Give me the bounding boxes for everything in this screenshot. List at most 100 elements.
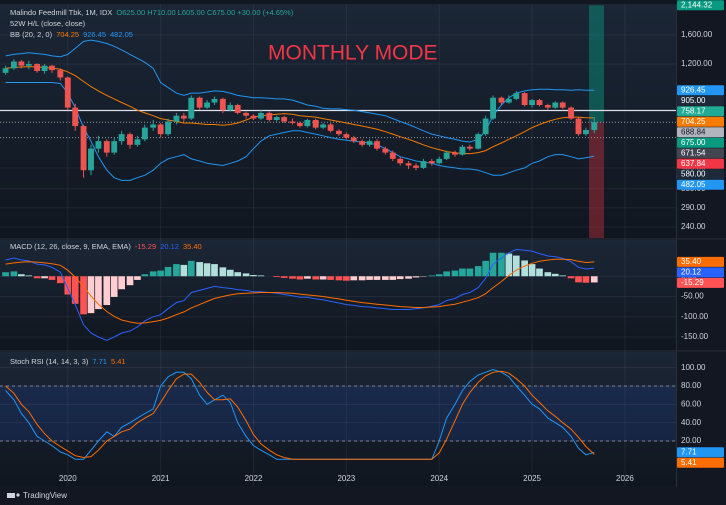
price-badge (677, 106, 724, 117)
chart-subtitle: 52W H/L (close, close) (10, 19, 86, 28)
histogram-bar (373, 276, 381, 280)
price-badge (677, 179, 724, 190)
candle-body (165, 121, 171, 135)
candle-body (389, 152, 396, 159)
candle-body (513, 93, 520, 99)
y-tick-label: -150.00 (681, 332, 709, 341)
candle-body (227, 105, 234, 111)
legend-value: 482.05 (110, 30, 133, 39)
price-badge-label: 580.00 (681, 169, 706, 178)
candle-body (350, 137, 357, 142)
x-tick-label: 2021 (152, 474, 170, 483)
histogram-bar (41, 276, 48, 279)
legend-value: 35.40 (183, 242, 202, 251)
y-tick-label: 40.00 (681, 418, 702, 427)
histogram-bar (567, 276, 575, 279)
candle-body (374, 141, 380, 149)
histogram-bar (505, 253, 513, 277)
price-badge (677, 95, 724, 106)
y-tick-label: 80.00 (681, 381, 702, 390)
legend-value: -15.29 (135, 242, 156, 251)
price-badge-label: 637.84 (681, 159, 706, 168)
histogram-bar (196, 262, 203, 277)
candle-body (34, 64, 41, 71)
indicator-title: Stoch RSI (14, 14, 3, 3) (10, 357, 89, 366)
y-tick-label: -50.00 (681, 292, 704, 301)
candle-body (568, 107, 574, 119)
price-badge (677, 127, 724, 138)
candle-body (428, 161, 435, 164)
candle-body (180, 115, 187, 119)
price-badge-label: 688.84 (681, 127, 706, 136)
histogram-bar (466, 268, 474, 277)
histogram-bar (18, 274, 25, 277)
legend-value: 5.41 (111, 357, 126, 366)
candle-body (258, 112, 264, 119)
histogram-bar (512, 255, 520, 277)
price-badge (677, 137, 724, 148)
candle-body (490, 97, 496, 119)
price-badge-label: 926.45 (681, 85, 706, 94)
histogram-bar (71, 276, 79, 304)
annotation: MONTHLY MODE (268, 42, 438, 65)
histogram-bar (257, 275, 265, 277)
price-badge (677, 169, 724, 180)
price-badge (677, 457, 724, 468)
candle-body (382, 148, 389, 153)
candle-body (575, 118, 582, 135)
histogram-bar (242, 273, 250, 277)
candle-body (64, 77, 71, 108)
candle-body (505, 98, 512, 103)
candle-body (436, 158, 443, 164)
histogram-bar (459, 268, 466, 277)
histogram-bar (474, 266, 482, 277)
histogram-bar (33, 276, 41, 279)
histogram-bar (296, 276, 304, 280)
candle-body (536, 100, 543, 106)
candle-body (413, 165, 419, 168)
candle-body (327, 124, 334, 131)
x-tick-label: 2020 (59, 474, 77, 483)
histogram-bar (203, 263, 211, 277)
legend-value: 20.12 (160, 242, 179, 251)
candle-body (111, 141, 118, 153)
candle-body (141, 127, 148, 140)
y-tick-label: 290.00 (681, 203, 706, 212)
candle-body (57, 70, 64, 78)
histogram-bar (435, 274, 443, 277)
histogram-bar (173, 264, 180, 277)
candle-body (18, 61, 25, 66)
candle-body (336, 130, 342, 135)
candle-body (359, 141, 366, 145)
candle-body (559, 102, 566, 108)
indicator-title: MACD (12, 26, close, 9, EMA, EMA) (10, 242, 131, 251)
histogram-bar (498, 252, 505, 277)
overlay-title: BB (20, 2, 0) (10, 30, 53, 39)
y-tick-label: 240.00 (681, 222, 706, 231)
price-badge (677, 85, 724, 96)
histogram-bar (2, 272, 9, 277)
histogram-bar (273, 276, 281, 278)
histogram-bar (382, 276, 389, 280)
histogram-bar (226, 269, 234, 277)
histogram-bar (443, 271, 450, 277)
y-tick-label: -100.00 (681, 312, 709, 321)
price-badge-label: -15.29 (681, 278, 704, 287)
histogram-bar (110, 276, 118, 297)
histogram-bar (289, 276, 296, 279)
band-fill (0, 386, 676, 441)
histogram-bar (57, 276, 64, 284)
price-badge-label: 35.40 (681, 257, 702, 266)
histogram-bar (343, 276, 350, 281)
candle-body (544, 105, 551, 108)
candle-body (266, 112, 273, 121)
histogram-bar (10, 271, 18, 277)
histogram-bar (551, 273, 559, 277)
histogram-bar (187, 260, 195, 277)
x-tick-label: 2024 (430, 474, 448, 483)
histogram-bar (180, 264, 188, 277)
histogram-bar (118, 276, 125, 290)
histogram-bar (134, 276, 141, 280)
candle-body (397, 158, 404, 164)
